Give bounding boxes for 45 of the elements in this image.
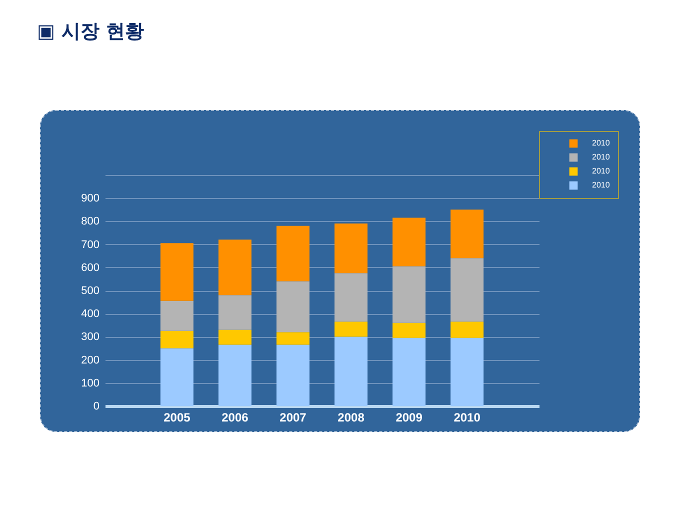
y-tick-label: 200 [81,354,100,366]
bar [334,336,368,406]
bar [218,344,252,406]
x-tick-label: 2007 [280,410,307,424]
bar [334,273,368,322]
bar [334,224,368,274]
y-tick-label: 700 [81,238,100,251]
y-tick-label: 900 [81,192,100,205]
y-tick-label: 400 [81,308,100,320]
bar [218,295,252,330]
bar [276,281,310,332]
bar [160,243,194,301]
y-tick-label: 800 [81,216,100,228]
bar [392,266,426,323]
y-tick-label: 300 [81,331,100,344]
bar [218,240,252,296]
legend-label: 2010 [592,166,610,176]
legend-label: 2010 [592,180,610,190]
x-tick-label: 2008 [338,410,365,424]
bar [450,210,484,258]
bar [392,338,426,406]
x-tick-label: 2006 [222,410,249,424]
bar [276,344,310,406]
y-tick-label: 600 [81,262,100,274]
bar [450,322,484,338]
bar [218,330,252,345]
x-tick-label: 2009 [396,410,423,424]
bar [392,322,426,338]
bar [160,330,194,348]
y-tick-label: 100 [81,377,100,390]
bar [334,322,368,337]
chart-title: ▣ 시장 현황 [37,20,144,42]
legend-label: 2010 [592,152,610,162]
y-tick-label: 500 [81,285,100,297]
bar [450,258,484,322]
bar [160,300,194,331]
bar [276,226,310,282]
x-tick-label: 2010 [454,410,481,424]
bar [160,348,194,406]
x-tick-label: 2005 [164,410,191,424]
bar [392,218,426,266]
y-tick-label: 0 [93,400,100,412]
legend-label: 2010 [592,138,610,148]
bar [450,338,484,406]
bar [276,332,310,345]
